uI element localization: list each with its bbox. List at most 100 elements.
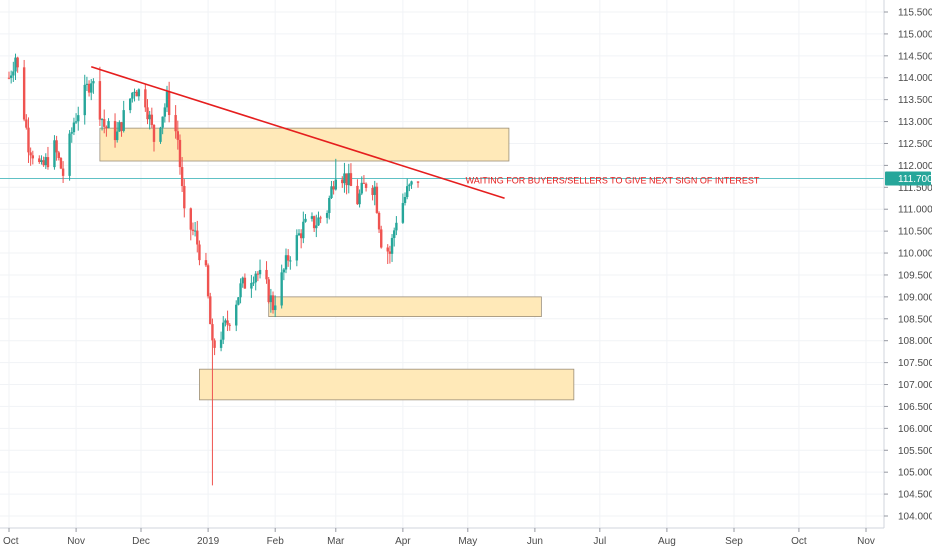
candle[interactable]: [27, 117, 30, 163]
candle[interactable]: [299, 229, 303, 249]
candle[interactable]: [334, 158, 337, 191]
candle[interactable]: [286, 249, 290, 267]
candle[interactable]: [269, 288, 273, 313]
candle[interactable]: [273, 295, 277, 317]
candle[interactable]: [128, 98, 132, 114]
candle[interactable]: [40, 155, 43, 165]
candle[interactable]: [252, 276, 255, 286]
candle[interactable]: [161, 116, 164, 135]
candle[interactable]: [222, 316, 225, 345]
candle[interactable]: [401, 193, 405, 224]
candle[interactable]: [189, 207, 192, 241]
candle[interactable]: [83, 74, 86, 125]
candle[interactable]: [226, 310, 229, 332]
candle[interactable]: [410, 180, 413, 189]
candle[interactable]: [22, 59, 26, 122]
candle[interactable]: [371, 185, 374, 201]
candle[interactable]: [61, 161, 65, 183]
candle[interactable]: [375, 182, 379, 214]
candle[interactable]: [146, 99, 149, 125]
candle[interactable]: [312, 215, 316, 233]
candle[interactable]: [213, 338, 216, 356]
candle[interactable]: [388, 245, 392, 264]
candle[interactable]: [386, 244, 389, 264]
candle[interactable]: [209, 292, 212, 325]
candle[interactable]: [90, 79, 93, 101]
candle[interactable]: [105, 125, 108, 137]
candle[interactable]: [317, 211, 320, 226]
candle[interactable]: [254, 271, 257, 291]
candle[interactable]: [265, 261, 268, 284]
candle[interactable]: [25, 114, 28, 130]
candle[interactable]: [211, 318, 214, 486]
candle[interactable]: [295, 229, 299, 267]
candle[interactable]: [241, 276, 244, 288]
candle[interactable]: [72, 117, 76, 136]
candle[interactable]: [332, 180, 335, 195]
candle[interactable]: [113, 113, 117, 148]
candle[interactable]: [271, 291, 275, 314]
candle[interactable]: [77, 106, 80, 131]
candle[interactable]: [362, 175, 366, 184]
candle[interactable]: [70, 127, 73, 143]
candle[interactable]: [55, 135, 58, 161]
candle[interactable]: [74, 113, 78, 124]
candle[interactable]: [148, 110, 151, 130]
candle[interactable]: [116, 122, 119, 143]
candle[interactable]: [180, 157, 184, 192]
candle[interactable]: [16, 56, 19, 73]
candle[interactable]: [343, 162, 346, 193]
candle[interactable]: [289, 256, 292, 270]
candle[interactable]: [325, 210, 329, 224]
trendline[interactable]: [90, 66, 505, 200]
candle[interactable]: [174, 105, 177, 139]
candle[interactable]: [44, 153, 47, 170]
candle[interactable]: [122, 100, 125, 133]
candle[interactable]: [237, 296, 240, 306]
candle[interactable]: [163, 103, 167, 123]
candle[interactable]: [159, 126, 162, 144]
price-zone[interactable]: [268, 296, 542, 317]
candle[interactable]: [14, 53, 17, 81]
candle[interactable]: [53, 135, 56, 170]
candle[interactable]: [349, 163, 353, 187]
candle[interactable]: [152, 124, 156, 152]
candle[interactable]: [12, 61, 15, 82]
price-zone[interactable]: [99, 127, 510, 162]
candle[interactable]: [120, 121, 123, 137]
candle[interactable]: [377, 211, 381, 233]
candle[interactable]: [330, 180, 333, 200]
candle[interactable]: [31, 150, 35, 165]
candle[interactable]: [243, 273, 247, 289]
candle[interactable]: [280, 264, 283, 309]
candle[interactable]: [345, 173, 348, 195]
candle[interactable]: [315, 214, 318, 238]
candle[interactable]: [167, 81, 171, 123]
candle[interactable]: [310, 212, 314, 222]
price-zone[interactable]: [199, 368, 575, 401]
candle[interactable]: [57, 150, 60, 161]
candle[interactable]: [59, 157, 63, 170]
candle[interactable]: [258, 259, 262, 279]
candle[interactable]: [135, 90, 138, 97]
candle[interactable]: [193, 221, 197, 237]
candle[interactable]: [256, 271, 260, 282]
candle[interactable]: [358, 189, 361, 208]
candle[interactable]: [284, 248, 288, 274]
candle[interactable]: [206, 263, 210, 299]
candle[interactable]: [46, 146, 50, 170]
candle[interactable]: [356, 179, 359, 205]
candle[interactable]: [250, 274, 253, 298]
candle[interactable]: [408, 183, 411, 192]
candle[interactable]: [267, 277, 270, 304]
candle[interactable]: [406, 178, 409, 200]
candle[interactable]: [204, 252, 208, 267]
candle[interactable]: [328, 195, 331, 220]
candle[interactable]: [176, 120, 180, 150]
candle[interactable]: [133, 88, 136, 102]
candle[interactable]: [319, 215, 322, 224]
candle[interactable]: [302, 211, 305, 244]
candle[interactable]: [347, 163, 350, 194]
candle[interactable]: [360, 176, 363, 196]
candle[interactable]: [235, 300, 238, 332]
